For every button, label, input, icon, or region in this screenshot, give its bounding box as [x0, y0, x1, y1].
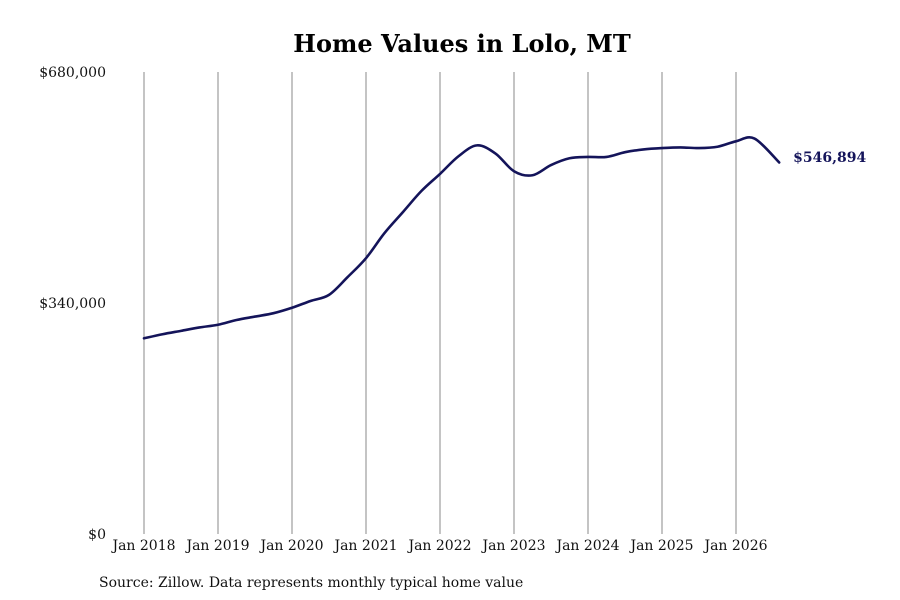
y-tick-label: $340,000 — [39, 296, 106, 312]
grid-layer — [143, 72, 737, 534]
x-tick-label: Jan 2021 — [332, 538, 397, 554]
end-value-label: $546,894 — [793, 150, 866, 166]
x-tick-label: Jan 2020 — [258, 538, 323, 554]
x-axis: Jan 2018 Jan 2019 Jan 2020 Jan 2021 Jan 2022… — [110, 538, 767, 554]
x-tick-label: Jan 2018 — [110, 538, 175, 554]
y-tick-label: $0 — [88, 527, 106, 543]
x-tick-label: Jan 2025 — [628, 538, 693, 554]
chart-title: Home Values in Lolo, MT — [293, 29, 631, 58]
source-note: Source: Zillow. Data represents monthly … — [99, 575, 523, 591]
x-tick-label: Jan 2024 — [554, 538, 619, 554]
x-tick-label: Jan 2026 — [702, 538, 767, 554]
x-tick-label: Jan 2022 — [406, 538, 471, 554]
y-tick-label: $680,000 — [39, 65, 106, 81]
x-tick-label: Jan 2023 — [480, 538, 545, 554]
y-axis: $0 $340,000 $680,000 — [39, 65, 106, 543]
x-tick-label: Jan 2019 — [184, 538, 249, 554]
series-line — [142, 136, 781, 340]
